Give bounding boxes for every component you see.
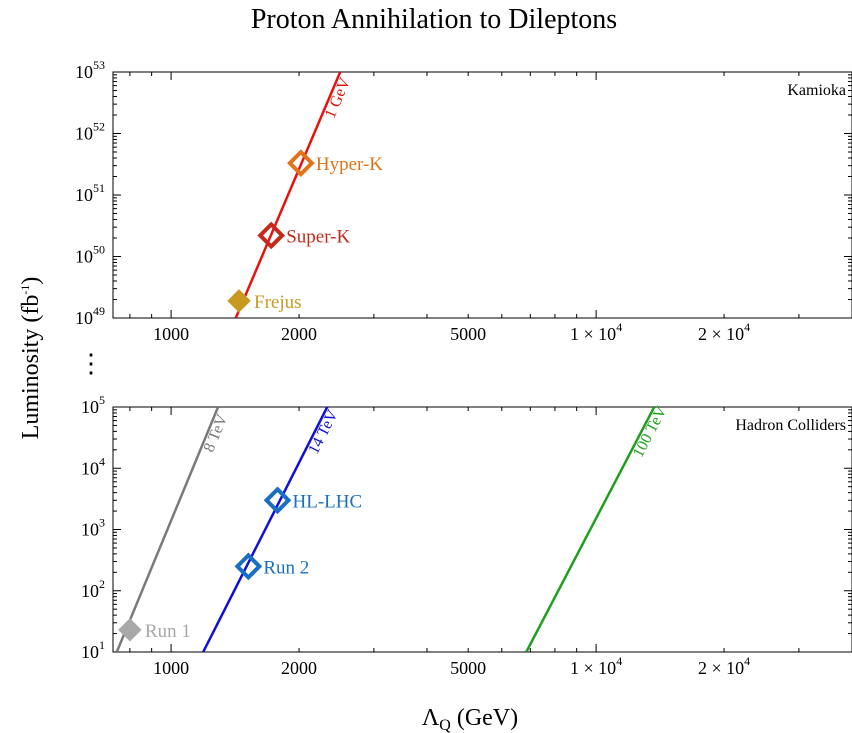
series-line-1-gev xyxy=(234,72,342,318)
marker-run-2 xyxy=(234,552,263,581)
y-tick-label: 103 xyxy=(81,516,105,540)
y-tick-label: 1049 xyxy=(75,304,105,328)
panel-kamioka: 1000 2000 5000 1 × 104 2 × 104 1049 1050 1051 10… xyxy=(75,58,852,344)
x-tick-label: 2 × 104 xyxy=(698,654,750,678)
panel-label: Kamioka xyxy=(787,82,846,99)
plot-frame xyxy=(112,406,852,653)
y-tick-label: 104 xyxy=(81,454,105,478)
series-label-100-tev: 100 TeV xyxy=(630,403,671,460)
series-label-14-tev: 14 TeV xyxy=(305,407,342,457)
marker-label-hl-lhc: HL-LHC xyxy=(293,491,363,512)
marker-label-run-2: Run 2 xyxy=(263,557,309,578)
x-tick-label: 2000 xyxy=(281,324,317,344)
marker-label-run-1: Run 1 xyxy=(145,621,191,642)
x-tick-label: 5000 xyxy=(450,658,486,678)
chart-title: Proton Annihilation to Dileptons xyxy=(251,4,617,35)
marker-run-1 xyxy=(118,618,142,642)
plot-frame xyxy=(112,71,852,319)
y-tick-label: 1052 xyxy=(75,120,105,144)
x-tick-label: 2000 xyxy=(281,658,317,678)
x-tick-label: 1000 xyxy=(153,658,189,678)
panel-label: Hadron Colliders xyxy=(735,417,846,434)
marker-super-k xyxy=(257,221,286,250)
marker-label-super-k: Super-K xyxy=(286,226,350,247)
svg-text:Luminosity (fb-1): Luminosity (fb-1) xyxy=(18,277,44,440)
x-tick-label: 5000 xyxy=(450,324,486,344)
series-line-14-tev xyxy=(202,407,329,652)
x-tick-label: 1 × 104 xyxy=(570,654,622,678)
marker-hyper-k xyxy=(287,149,315,177)
series-line-8-tev xyxy=(115,407,220,652)
y-tick-label: 1053 xyxy=(75,58,105,82)
y-tick-label: 1051 xyxy=(75,181,105,205)
marker-label-hyper-k: Hyper-K xyxy=(316,154,383,175)
panel-hadron-colliders: 1000 2000 5000 1 × 104 2 × 104 101 102 103 104 10… xyxy=(81,393,852,678)
y-tick-label: 1050 xyxy=(75,243,105,267)
y-tick-label: 105 xyxy=(81,393,105,417)
axis-break-ellipsis: ⋮ xyxy=(78,349,104,378)
marker-label-frejus: Frejus xyxy=(254,292,302,313)
marker-frejus xyxy=(227,289,251,313)
y-axis-label: Luminosity (fb-1) xyxy=(18,277,44,440)
y-tick-label: 102 xyxy=(81,577,105,601)
y-tick-label: 101 xyxy=(81,638,105,662)
x-tick-label: 1 × 104 xyxy=(570,320,622,344)
marker-hl-lhc xyxy=(263,486,292,515)
x-axis-label: ΛQ (GeV) xyxy=(422,705,518,733)
series-line-100-tev xyxy=(525,407,656,652)
series-label-1-gev: 1 GeV xyxy=(322,75,354,121)
x-tick-label: 2 × 104 xyxy=(698,320,750,344)
series-label-8-tev: 8 TeV xyxy=(201,412,232,455)
x-tick-label: 1000 xyxy=(153,324,189,344)
